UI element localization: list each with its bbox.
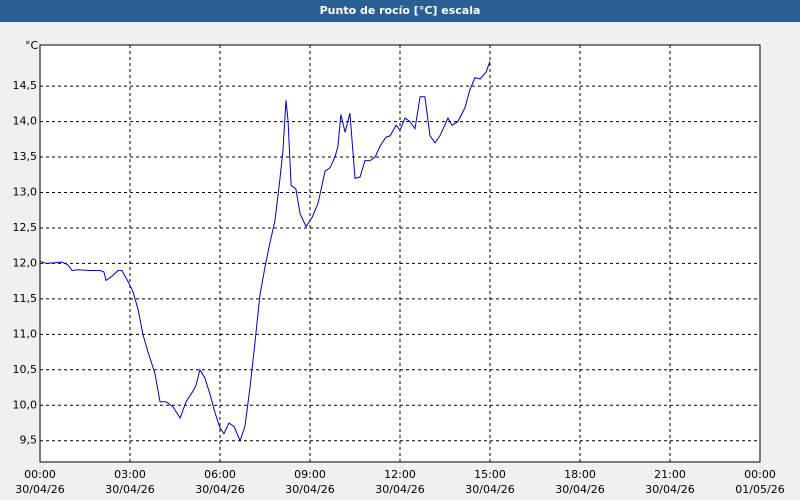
plot-border (39, 44, 761, 463)
x-tick-date: 01/05/26 (735, 483, 784, 496)
y-tick-label: 13,5 (13, 150, 38, 163)
y-tick-label: 10,5 (13, 363, 38, 376)
x-tick-date: 30/04/26 (555, 483, 604, 496)
x-tick-date: 30/04/26 (195, 483, 244, 496)
x-tick-label: 00:00 (24, 468, 56, 481)
x-tick-label: 09:00 (294, 468, 326, 481)
x-tick-date: 30/04/26 (15, 483, 64, 496)
title-bar (0, 0, 800, 22)
y-tick-label: 13,0 (13, 186, 38, 199)
data-line (39, 61, 491, 443)
x-tick-label: 03:00 (114, 468, 146, 481)
x-tick-label: 06:00 (204, 468, 236, 481)
y-tick-label: 12,0 (13, 256, 38, 269)
x-tick-label: 12:00 (384, 468, 416, 481)
x-tick-date: 30/04/26 (465, 483, 514, 496)
y-tick-label: 11,0 (13, 327, 38, 340)
x-tick-date: 30/04/26 (105, 483, 154, 496)
x-tick-date: 30/04/26 (645, 483, 694, 496)
chart-title: Punto de rocío [°C] escala (320, 4, 481, 17)
x-tick-date: 30/04/26 (375, 483, 424, 496)
x-tick-date: 30/04/26 (285, 483, 334, 496)
x-tick-label: 21:00 (654, 468, 686, 481)
plot-area (40, 45, 760, 462)
y-tick-label: 10,0 (13, 398, 38, 411)
y-tick-label: 12,5 (13, 221, 38, 234)
x-tick-label: 00:00 (744, 468, 776, 481)
x-tick-label: 15:00 (474, 468, 506, 481)
y-tick-label: 11,5 (13, 292, 38, 305)
y-tick-label: 14,5 (13, 79, 38, 92)
y-unit: °C (25, 39, 39, 52)
x-tick-label: 18:00 (564, 468, 596, 481)
y-tick-label: 14,0 (13, 115, 38, 128)
y-tick-label: 9,5 (20, 434, 38, 447)
